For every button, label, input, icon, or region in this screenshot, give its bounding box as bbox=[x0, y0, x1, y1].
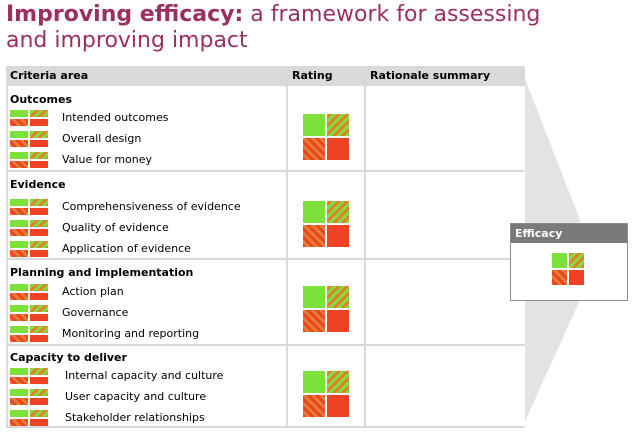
table-border-left bbox=[6, 66, 8, 428]
table-border-bottom bbox=[6, 426, 525, 428]
section-title-evidence: Evidence bbox=[10, 178, 66, 191]
header-rating: Rating bbox=[292, 69, 333, 82]
rating-grid bbox=[303, 114, 349, 160]
mini-rating-icon bbox=[10, 410, 48, 426]
mini-rating-icon bbox=[10, 110, 48, 126]
criterion-label: User capacity and culture bbox=[65, 390, 207, 403]
rating-grid bbox=[303, 286, 349, 332]
efficacy-box: Efficacy bbox=[510, 223, 628, 301]
title-bold: Improving efficacy: bbox=[6, 2, 244, 27]
header-rationale: Rationale summary bbox=[370, 69, 491, 82]
mini-rating-icon bbox=[10, 284, 48, 300]
section-title-outcomes: Outcomes bbox=[10, 93, 72, 106]
mini-rating-icon bbox=[10, 305, 48, 321]
section-divider bbox=[6, 170, 525, 172]
mini-rating-icon bbox=[10, 389, 48, 405]
table-header: Criteria area Rating Rationale summary bbox=[6, 66, 525, 86]
mini-rating-icon bbox=[10, 199, 48, 215]
page-title: Improving efficacy: a framework for asse… bbox=[6, 2, 626, 54]
section-title-planning: Planning and implementation bbox=[10, 266, 194, 279]
criterion-label: Stakeholder relationships bbox=[65, 411, 205, 424]
criterion-label: Governance bbox=[62, 306, 129, 319]
criterion-label: Value for money bbox=[62, 153, 153, 166]
section-divider bbox=[6, 344, 525, 346]
table-divider-rating bbox=[286, 66, 288, 428]
efficacy-rating-grid bbox=[552, 253, 584, 285]
criterion-label: Quality of evidence bbox=[62, 221, 169, 234]
criterion-label: Action plan bbox=[62, 285, 124, 298]
mini-rating-icon bbox=[10, 326, 48, 342]
section-divider bbox=[6, 258, 525, 260]
mini-rating-icon bbox=[10, 368, 48, 384]
table-divider-rationale bbox=[364, 66, 366, 428]
criterion-label: Intended outcomes bbox=[62, 111, 169, 124]
criteria-table: Criteria area Rating Rationale summary O… bbox=[6, 66, 525, 428]
title-line2: and improving impact bbox=[6, 28, 248, 53]
criterion-label: Application of evidence bbox=[62, 242, 191, 255]
efficacy-label: Efficacy bbox=[511, 224, 627, 243]
mini-rating-icon bbox=[10, 152, 48, 168]
mini-rating-icon bbox=[10, 131, 48, 147]
title-rest: a framework for assessing bbox=[243, 2, 541, 27]
criterion-label: Overall design bbox=[62, 132, 142, 145]
rating-grid bbox=[303, 201, 349, 247]
rating-grid bbox=[303, 371, 349, 417]
criterion-label: Internal capacity and culture bbox=[65, 369, 224, 382]
section-title-capacity: Capacity to deliver bbox=[10, 351, 127, 364]
criterion-label: Monitoring and reporting bbox=[62, 327, 200, 340]
criterion-label: Comprehensiveness of evidence bbox=[62, 200, 241, 213]
mini-rating-icon bbox=[10, 241, 48, 257]
header-criteria: Criteria area bbox=[10, 69, 89, 82]
mini-rating-icon bbox=[10, 220, 48, 236]
